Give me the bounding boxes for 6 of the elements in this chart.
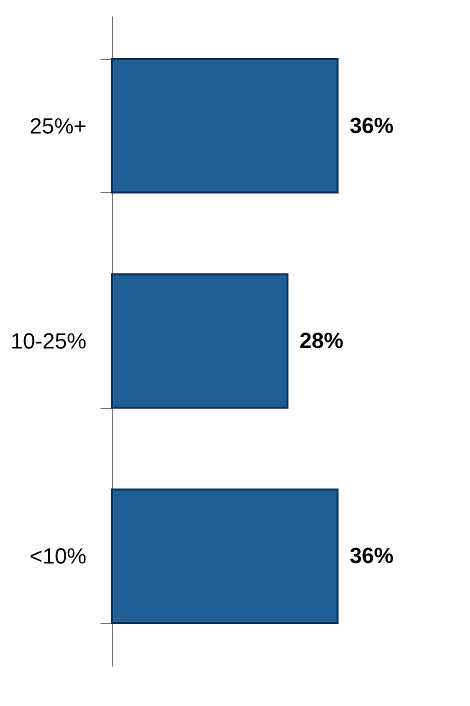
y-tick-label: 25%+ bbox=[30, 113, 86, 138]
data-label: 28% bbox=[299, 328, 344, 353]
y-tick-label: <10% bbox=[30, 544, 86, 569]
data-label: 36% bbox=[350, 543, 394, 568]
y-tick-label: 10-25% bbox=[10, 328, 86, 354]
data-label: 36% bbox=[350, 112, 394, 138]
